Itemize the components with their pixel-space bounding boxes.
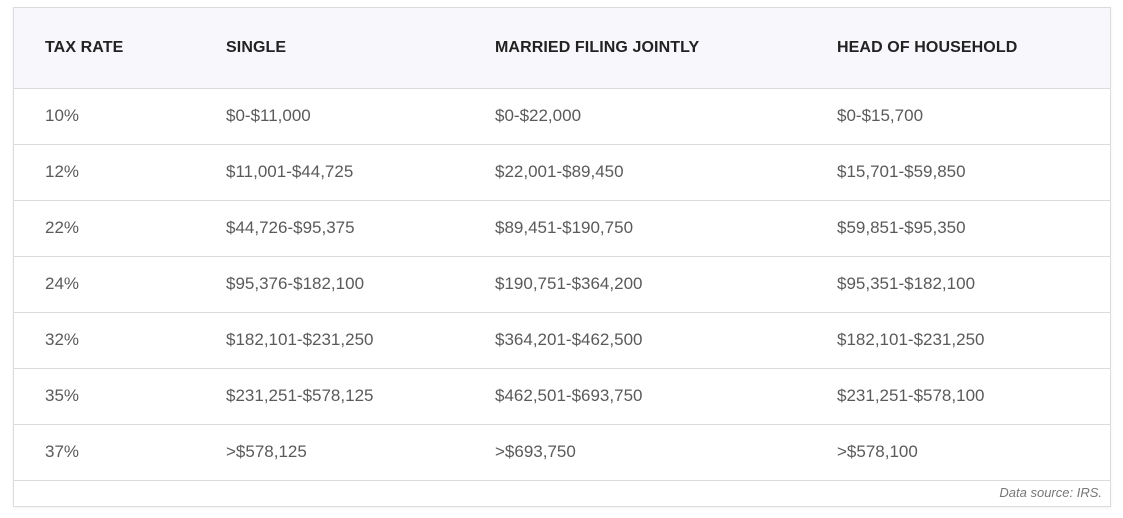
cell-married-filing-jointly: $89,451-$190,750 <box>464 200 806 257</box>
cell-head-of-household: $0-$15,700 <box>806 88 1110 145</box>
table-row: 24% $95,376-$182,100 $190,751-$364,200 $… <box>14 256 1110 313</box>
header-single: SINGLE <box>195 8 464 89</box>
header-head-of-household: HEAD OF HOUSEHOLD <box>806 8 1110 89</box>
cell-married-filing-jointly: $462,501-$693,750 <box>464 368 806 425</box>
cell-head-of-household: $15,701-$59,850 <box>806 144 1110 201</box>
header-row: TAX RATE SINGLE MARRIED FILING JOINTLY H… <box>14 8 1110 89</box>
header-tax-rate: TAX RATE <box>14 8 195 89</box>
table-header: TAX RATE SINGLE MARRIED FILING JOINTLY H… <box>14 8 1110 89</box>
cell-head-of-household: $95,351-$182,100 <box>806 256 1110 313</box>
cell-tax-rate: 35% <box>14 368 195 425</box>
tax-bracket-table-card: TAX RATE SINGLE MARRIED FILING JOINTLY H… <box>13 7 1111 507</box>
cell-married-filing-jointly: $0-$22,000 <box>464 88 806 145</box>
cell-head-of-household: $231,251-$578,100 <box>806 368 1110 425</box>
table-row: 32% $182,101-$231,250 $364,201-$462,500 … <box>14 312 1110 369</box>
cell-tax-rate: 22% <box>14 200 195 257</box>
cell-tax-rate: 24% <box>14 256 195 313</box>
cell-head-of-household: $182,101-$231,250 <box>806 312 1110 369</box>
cell-tax-rate: 10% <box>14 88 195 145</box>
cell-head-of-household: >$578,100 <box>806 424 1110 481</box>
header-married-filing-jointly: MARRIED FILING JOINTLY <box>464 8 806 89</box>
table-row: 35% $231,251-$578,125 $462,501-$693,750 … <box>14 368 1110 425</box>
cell-married-filing-jointly: $22,001-$89,450 <box>464 144 806 201</box>
cell-single: $44,726-$95,375 <box>195 200 464 257</box>
table-row: 22% $44,726-$95,375 $89,451-$190,750 $59… <box>14 200 1110 257</box>
tax-bracket-table: TAX RATE SINGLE MARRIED FILING JOINTLY H… <box>14 8 1110 481</box>
cell-single: $231,251-$578,125 <box>195 368 464 425</box>
cell-tax-rate: 37% <box>14 424 195 481</box>
table-body: 10% $0-$11,000 $0-$22,000 $0-$15,700 12%… <box>14 88 1110 481</box>
data-source-note: Data source: IRS. <box>999 485 1102 500</box>
cell-single: >$578,125 <box>195 424 464 481</box>
cell-married-filing-jointly: $364,201-$462,500 <box>464 312 806 369</box>
table-row: 12% $11,001-$44,725 $22,001-$89,450 $15,… <box>14 144 1110 201</box>
cell-married-filing-jointly: $190,751-$364,200 <box>464 256 806 313</box>
cell-single: $182,101-$231,250 <box>195 312 464 369</box>
cell-tax-rate: 12% <box>14 144 195 201</box>
table-row: 37% >$578,125 >$693,750 >$578,100 <box>14 424 1110 481</box>
cell-tax-rate: 32% <box>14 312 195 369</box>
cell-single: $95,376-$182,100 <box>195 256 464 313</box>
cell-head-of-household: $59,851-$95,350 <box>806 200 1110 257</box>
cell-single: $0-$11,000 <box>195 88 464 145</box>
cell-married-filing-jointly: >$693,750 <box>464 424 806 481</box>
table-row: 10% $0-$11,000 $0-$22,000 $0-$15,700 <box>14 88 1110 145</box>
cell-single: $11,001-$44,725 <box>195 144 464 201</box>
